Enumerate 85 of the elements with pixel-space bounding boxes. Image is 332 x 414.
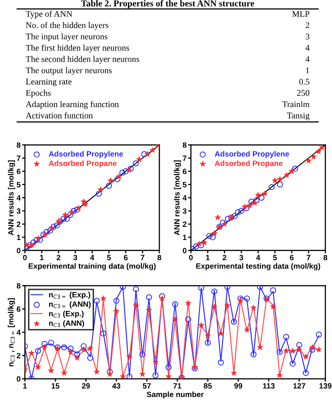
text: Activation function: [26, 112, 93, 118]
point: [106, 371, 113, 377]
point: [270, 304, 276, 310]
point: [98, 186, 104, 192]
point: [133, 302, 139, 308]
point: [201, 239, 208, 246]
point: [152, 359, 158, 366]
point: [150, 147, 156, 153]
point: [212, 230, 218, 236]
point: [211, 304, 218, 310]
point: [214, 214, 221, 220]
point: [24, 242, 30, 248]
text: The output layer neurons: [26, 67, 112, 76]
point: [100, 295, 106, 301]
text: Table 2. Properties of the best ANN structure: [81, 0, 254, 8]
point: [74, 354, 80, 360]
text: Trainlm: [282, 101, 310, 108]
point: [246, 202, 253, 208]
point: [116, 174, 122, 180]
point: [306, 158, 312, 164]
text: 250: [297, 90, 310, 96]
point: [108, 177, 114, 184]
point: [218, 330, 224, 336]
point: [276, 372, 283, 378]
point: [120, 373, 126, 379]
text: Adaption learning function: [26, 101, 119, 109]
point: [288, 168, 295, 174]
point: [35, 364, 41, 370]
point: [94, 368, 100, 374]
point: [255, 192, 262, 198]
point: [172, 316, 178, 322]
point: [262, 190, 268, 196]
point: [126, 354, 132, 360]
text: Tansig: [286, 112, 310, 120]
text: 4: [306, 56, 310, 62]
point: [316, 148, 322, 154]
point: [319, 144, 325, 150]
point: [250, 304, 256, 310]
text: MLP: [292, 11, 310, 17]
text: 3: [306, 34, 310, 40]
point: [62, 212, 68, 218]
point: [257, 344, 263, 350]
point: [113, 308, 120, 314]
point: [290, 348, 296, 354]
point: [309, 344, 316, 350]
text: No. of the hidden layers: [26, 22, 108, 30]
point: [87, 345, 94, 352]
text: 4: [306, 44, 310, 51]
point: [42, 344, 48, 350]
point: [230, 370, 237, 376]
point: [284, 172, 290, 178]
point: [277, 176, 283, 182]
text: The first hidden layer neurons: [26, 44, 130, 52]
point: [136, 156, 142, 162]
text: 1: [306, 67, 310, 74]
point: [224, 302, 230, 308]
point: [316, 346, 322, 352]
point: [198, 322, 204, 328]
text: Type of ANN: [26, 10, 72, 19]
point: [82, 201, 88, 207]
point: [48, 368, 54, 374]
point: [146, 307, 152, 313]
point: [272, 177, 278, 184]
point: [61, 370, 68, 376]
point: [296, 346, 302, 352]
text: Learning rate: [26, 78, 72, 86]
point: [302, 354, 309, 360]
point: [80, 346, 87, 352]
point: [244, 326, 250, 332]
point: [166, 373, 172, 379]
point: [238, 298, 244, 304]
point: [283, 348, 290, 354]
point: [310, 154, 317, 160]
point: [204, 332, 211, 338]
point: [28, 350, 34, 356]
text: The input layer neurons: [26, 33, 108, 42]
point: [140, 371, 146, 377]
point: [185, 300, 192, 306]
text: The second hidden layer neurons: [26, 56, 140, 64]
text: Epochs: [26, 90, 51, 98]
text: 2: [306, 22, 310, 28]
point: [144, 151, 151, 157]
text: 0.5: [299, 78, 310, 85]
point: [252, 200, 258, 206]
point: [68, 348, 74, 355]
